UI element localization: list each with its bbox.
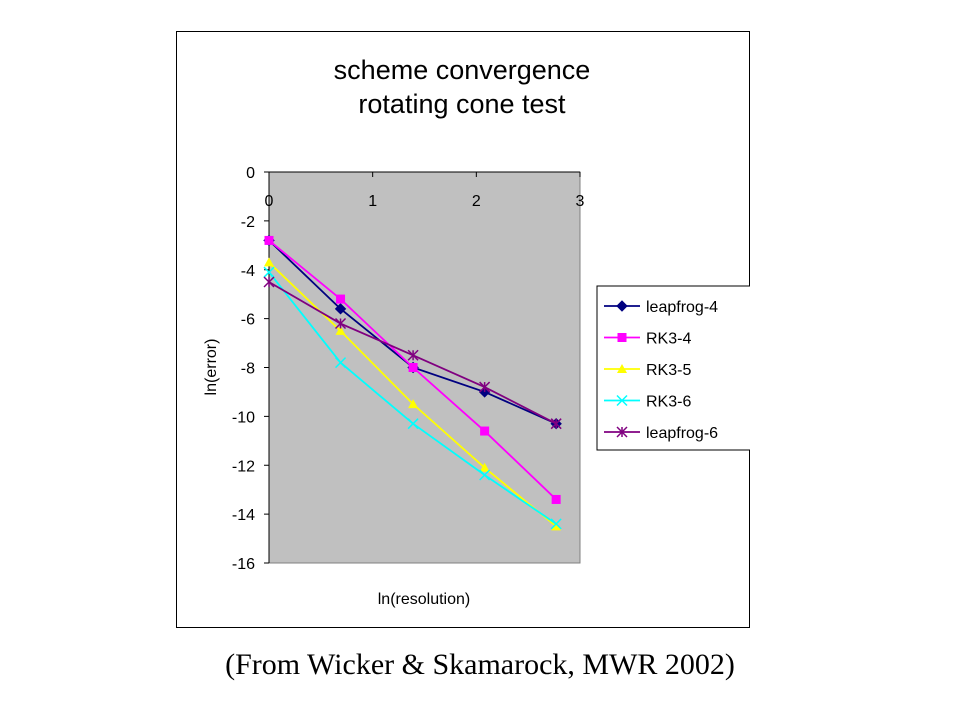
data-point [480, 426, 490, 436]
data-point [264, 257, 274, 267]
legend-label: leapfrog-4 [646, 299, 718, 316]
y-tick-label: 0 [246, 165, 255, 182]
data-point [550, 418, 562, 430]
legend-marker [616, 426, 628, 438]
y-tick-label: -12 [232, 458, 255, 475]
legend-item: RK3-6 [604, 394, 691, 411]
legend-item: RK3-4 [604, 331, 691, 348]
data-point [334, 303, 347, 315]
series-RK3-6 [263, 266, 562, 530]
data-point [479, 469, 491, 481]
y-tick-label: -6 [241, 312, 255, 329]
legend-marker [617, 333, 627, 342]
series-leapfrog-6 [263, 276, 562, 430]
data-point [336, 294, 346, 304]
data-point [408, 399, 419, 409]
series-RK3-5 [264, 257, 562, 531]
chart-title-line2: rotating cone test [358, 89, 566, 119]
data-point [551, 521, 562, 531]
legend-label: leapfrog-6 [646, 425, 718, 442]
data-point [263, 266, 275, 278]
y-tick-label: -14 [232, 507, 255, 524]
x-tick-label: 1 [368, 193, 377, 210]
y-tick-label: -8 [241, 361, 255, 378]
x-axis-label: ln(resolution) [378, 591, 470, 608]
data-point [479, 381, 491, 393]
legend-label: RK3-5 [646, 362, 691, 379]
y-tick-label: -10 [232, 409, 255, 426]
x-tick-label: 2 [472, 193, 481, 210]
legend-item: leapfrog-6 [604, 425, 718, 442]
data-point [479, 462, 490, 472]
y-tick-label: -4 [241, 263, 255, 280]
data-point [334, 317, 347, 330]
y-axis-label: ln(error) [203, 339, 220, 396]
y-tick-label: -2 [241, 214, 255, 231]
chart-title-line1: scheme convergence [334, 55, 591, 85]
x-tick-label: 0 [265, 193, 274, 210]
data-point [408, 363, 418, 372]
legend: leapfrog-4 RK3-4 RK3-5 RK3-6 leapfrog-6 [596, 285, 750, 451]
legend-marker [617, 364, 627, 373]
data-point [335, 325, 346, 335]
y-tick-label: -16 [232, 556, 255, 573]
series-layer [263, 234, 562, 531]
chart: scheme convergence rotating cone test 0-… [203, 55, 750, 608]
series-RK3-4 [264, 235, 561, 504]
data-point [550, 518, 562, 530]
data-point [263, 276, 275, 288]
plot-area [268, 171, 581, 564]
data-point [551, 494, 561, 504]
legend-label: RK3-4 [646, 331, 691, 348]
data-point [264, 235, 274, 245]
caption: (From Wicker & Skamarock, MWR 2002) [225, 648, 735, 681]
legend-marker [616, 300, 628, 312]
legend-label: RK3-6 [646, 394, 691, 411]
legend-item: leapfrog-4 [604, 299, 718, 316]
legend-item: RK3-5 [604, 362, 691, 379]
data-point [407, 349, 419, 361]
data-point [334, 357, 347, 369]
data-point [407, 418, 419, 430]
legend-marker [616, 394, 628, 407]
x-tick-label: 3 [576, 193, 585, 210]
